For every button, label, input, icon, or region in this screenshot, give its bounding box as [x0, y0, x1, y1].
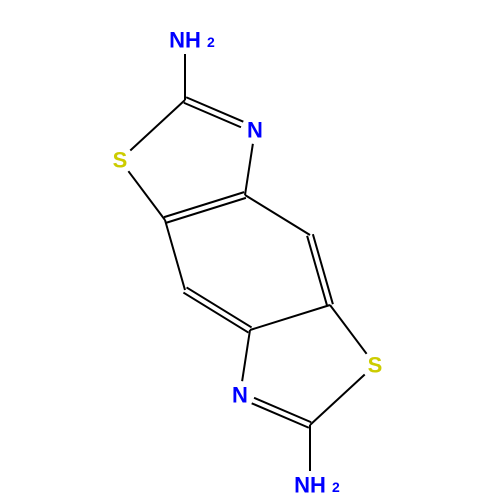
atom-s: S [113, 148, 128, 173]
atom-s: S [368, 353, 383, 378]
atom-n: N [247, 118, 263, 143]
svg-text:2: 2 [332, 479, 340, 495]
svg-text:2: 2 [207, 34, 215, 50]
atom-n: NH [169, 28, 201, 53]
atom-n: NH [294, 473, 326, 498]
molecule-diagram: NH 2 N S N S NH 2 [0, 0, 500, 500]
atom-n: N [232, 383, 248, 408]
